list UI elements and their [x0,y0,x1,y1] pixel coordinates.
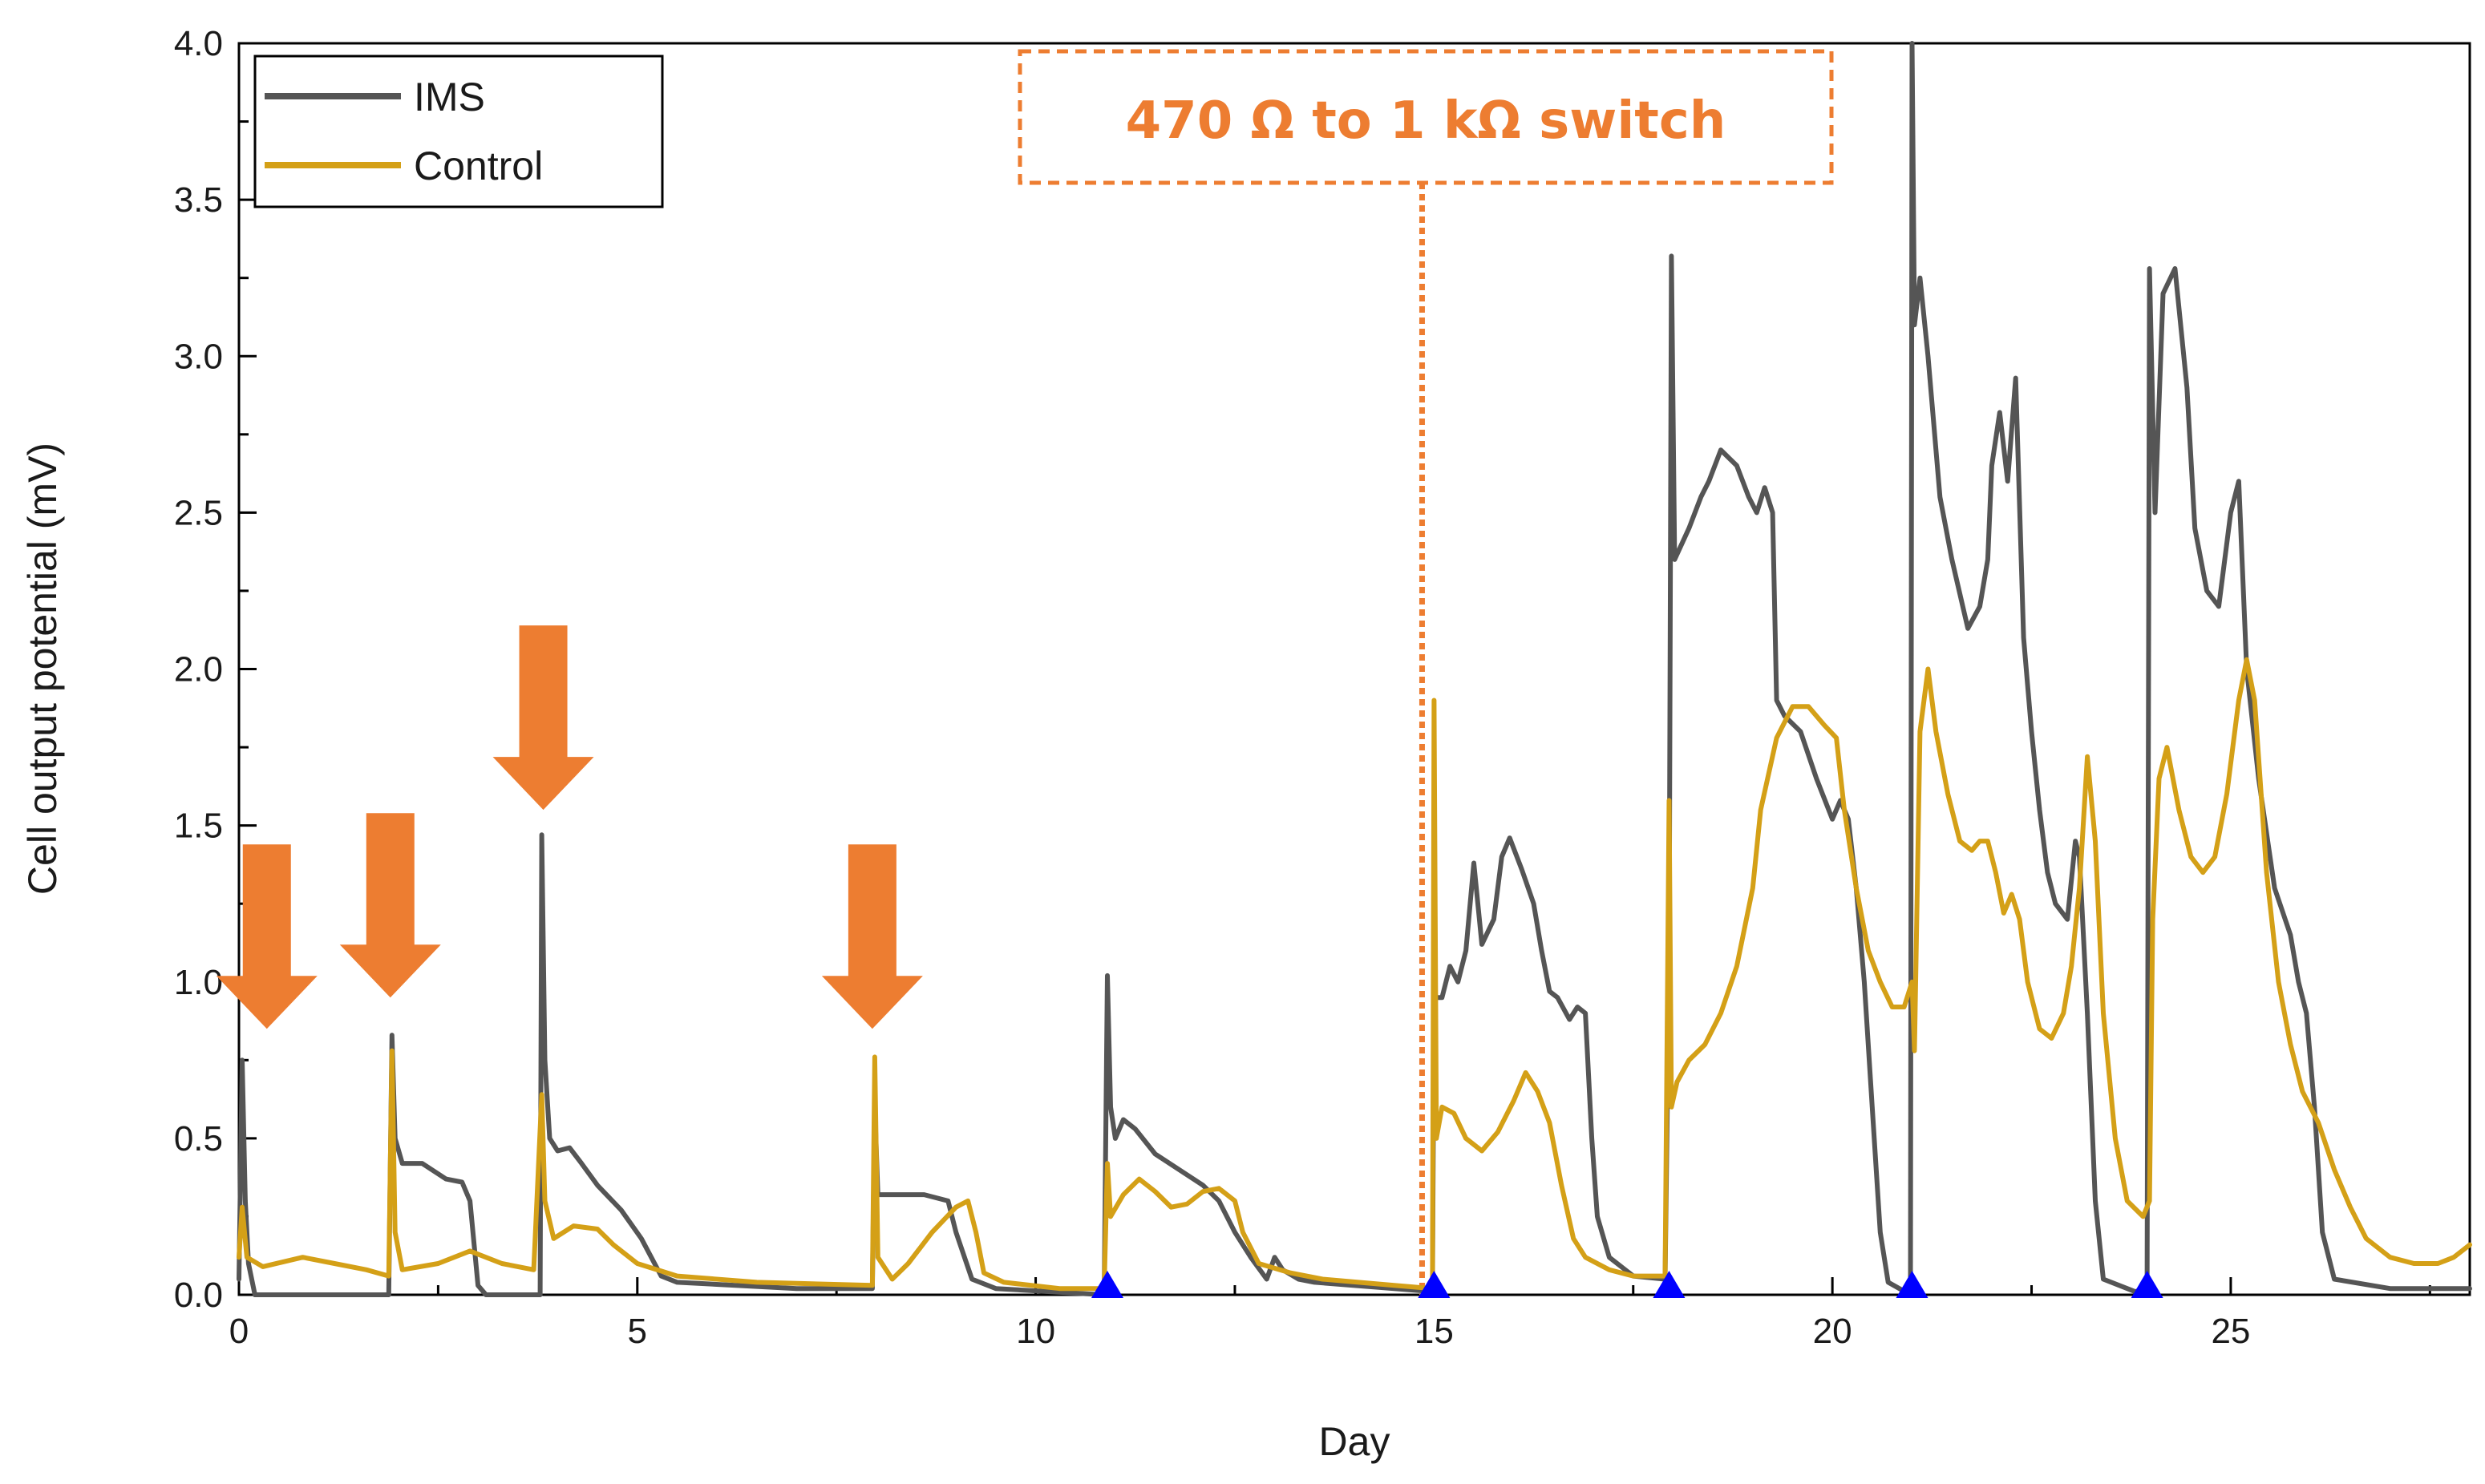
y-tick-label: 3.0 [174,337,223,376]
x-tick-label: 15 [1415,1312,1454,1351]
legend: IMS Control [253,55,664,208]
feed-arrow [339,813,441,998]
plot-frame [237,42,2471,1296]
y-tick-label: 3.5 [174,180,223,220]
triangle-marker [1091,1271,1123,1298]
switch-annotation: 470 Ω to 1 kΩ switch [1018,49,1834,185]
triangle-marker [1653,1271,1686,1298]
triangle-marker [2131,1271,2163,1298]
series-line-control [237,657,2472,1292]
x-tick-label: 20 [1813,1312,1852,1351]
x-tick-label: 0 [229,1312,249,1351]
x-tick-label: 25 [2211,1312,2250,1351]
y-tick-label: 2.0 [174,650,223,689]
y-tick-label: 0.0 [174,1276,223,1315]
legend-label-control: Control [414,144,543,188]
feed-arrow [492,625,594,811]
x-tick-label: 10 [1016,1312,1055,1351]
feed-arrow [216,844,318,1029]
y-tick-label: 1.0 [174,963,223,1002]
y-tick-label: 4.0 [174,24,223,63]
triangle-marker [1418,1271,1451,1298]
annotation-markers [216,625,2163,1298]
y-tick-label: 0.5 [174,1119,223,1158]
y-axis-title: Cell output potential (mV) [20,443,65,895]
series-line-ims [237,41,2472,1297]
x-tick-label: 5 [628,1312,647,1351]
triangle-marker [1896,1271,1929,1298]
y-tick-label: 2.5 [174,493,223,532]
axis-ticks: 0 5 10 15 20 25 0.0 0.5 1.0 1.5 2.0 2.5 3.0 3.5 4.0 [174,24,2431,1351]
legend-label-ims: IMS [414,75,485,119]
y-tick-label: 1.5 [174,807,223,846]
plot-frame-group [237,42,2471,1296]
feed-arrow [821,844,923,1029]
series-lines [237,41,2472,1297]
legend-box [253,55,664,208]
x-axis-title: Day [1319,1419,1390,1464]
switch-annotation-box [1018,49,1834,185]
switch-annotation-text: 470 Ω to 1 kΩ switch [1126,91,1726,151]
